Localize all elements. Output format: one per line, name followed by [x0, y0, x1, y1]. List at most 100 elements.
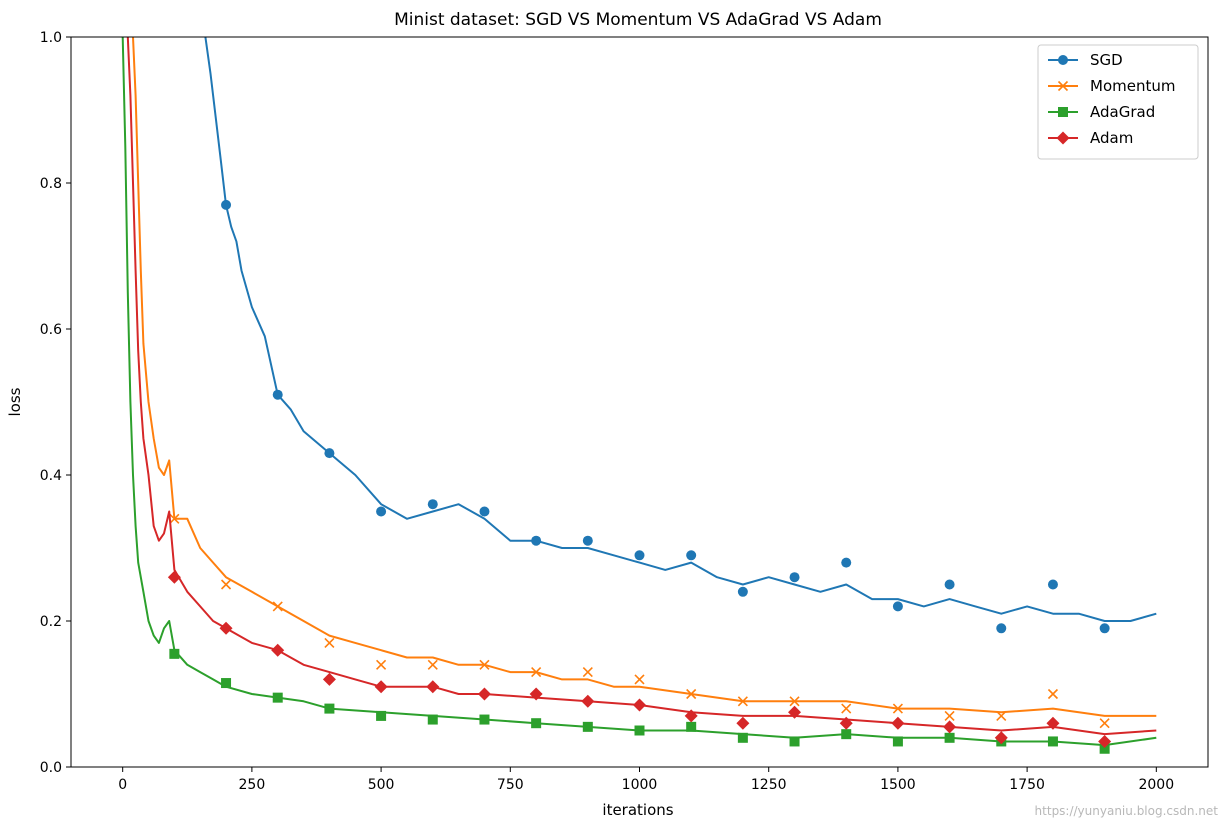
series-marker-adagrad — [686, 721, 697, 732]
series-adam — [126, 37, 1157, 748]
series-marker-adam — [529, 687, 543, 701]
series-marker-momentum — [272, 601, 283, 612]
series-marker-adam — [943, 720, 957, 734]
series-marker-sgd — [892, 601, 903, 612]
x-tick-label: 750 — [497, 777, 524, 793]
x-tick-label: 0 — [118, 777, 127, 793]
series-marker-adam — [219, 621, 233, 635]
series-marker-sgd — [789, 572, 800, 583]
legend-label-adagrad: AdaGrad — [1090, 103, 1155, 121]
x-tick-label: 2000 — [1138, 777, 1174, 793]
series-marker-momentum — [531, 667, 542, 678]
series-marker-adagrad — [479, 714, 490, 725]
series-marker-sgd — [376, 506, 387, 517]
series-marker-adagrad — [892, 736, 903, 747]
series-marker-sgd — [324, 448, 335, 459]
series-line-sgd — [204, 37, 1157, 622]
series-marker-adagrad — [1047, 736, 1058, 747]
series-momentum — [132, 37, 1157, 729]
x-tick-label: 1500 — [880, 777, 916, 793]
legend-item-adam: Adam — [1048, 129, 1133, 147]
series-marker-adam — [1098, 734, 1112, 748]
series-marker-sgd — [531, 535, 542, 546]
series-marker-adam — [788, 705, 802, 719]
legend-label-sgd: SGD — [1090, 51, 1123, 69]
series-marker-adam — [736, 716, 750, 730]
series-marker-momentum — [582, 667, 593, 678]
legend-item-momentum: Momentum — [1048, 77, 1175, 95]
series-marker-adam — [633, 698, 646, 712]
series-marker-adam — [994, 731, 1008, 745]
x-tick-label: 1000 — [622, 777, 658, 793]
legend-marker-momentum — [1057, 80, 1069, 92]
series-marker-adagrad — [634, 725, 645, 736]
series-marker-momentum — [479, 659, 490, 670]
series-marker-sgd — [221, 199, 232, 210]
series-marker-momentum — [1099, 718, 1110, 729]
series-marker-momentum — [376, 659, 387, 670]
series-marker-adam — [374, 680, 388, 694]
series-marker-sgd — [686, 550, 697, 561]
series-marker-momentum — [169, 513, 180, 524]
x-tick-label: 1250 — [751, 777, 787, 793]
series-line-adagrad — [121, 37, 1157, 747]
series-marker-sgd — [841, 557, 852, 568]
series-marker-sgd — [427, 499, 438, 510]
series-marker-adam — [839, 716, 853, 730]
y-tick-label: 0.6 — [40, 322, 62, 338]
series-marker-adam — [271, 643, 285, 657]
series-marker-momentum — [686, 688, 697, 700]
series-marker-momentum — [324, 637, 335, 648]
series-line-adam — [126, 37, 1157, 736]
series-marker-adagrad — [789, 736, 800, 747]
series-marker-adagrad — [531, 718, 542, 729]
series-adagrad — [121, 37, 1157, 754]
series-marker-adam — [581, 694, 595, 708]
y-tick-label: 0.8 — [40, 176, 62, 192]
series-marker-momentum — [737, 696, 748, 707]
series-marker-sgd — [737, 586, 748, 597]
series-marker-adagrad — [221, 678, 232, 689]
x-axis-ticks: 0 250 500 750 1000 1250 1500 1750 2000 — [118, 767, 1174, 793]
legend-marker-adagrad — [1058, 107, 1068, 117]
x-tick-label: 250 — [239, 777, 266, 793]
series-marker-sgd — [944, 579, 955, 590]
legend-marker-adam — [1056, 131, 1070, 145]
series-marker-momentum — [841, 703, 852, 714]
series-marker-adam — [167, 570, 181, 584]
chart-title: Minist dataset: SGD VS Momentum VS AdaGr… — [394, 10, 882, 30]
x-axis-label: iterations — [602, 801, 673, 819]
legend-marker-sgd — [1058, 55, 1068, 65]
series-marker-sgd — [634, 550, 645, 561]
series-marker-sgd — [1047, 579, 1058, 590]
legend-item-adagrad: AdaGrad — [1048, 103, 1155, 121]
series-marker-momentum — [944, 710, 955, 721]
y-axis-ticks: 0.0 0.2 0.4 0.6 0.8 1.0 — [40, 30, 71, 776]
series-marker-momentum — [892, 703, 903, 714]
series-marker-adagrad — [582, 721, 593, 732]
series-line-momentum — [132, 37, 1157, 717]
series-marker-momentum — [220, 579, 232, 590]
legend-label-adam: Adam — [1090, 129, 1133, 147]
series-layer — [121, 37, 1157, 754]
series-marker-adagrad — [324, 703, 335, 714]
series-marker-adam — [1046, 716, 1060, 730]
series-marker-adagrad — [944, 732, 955, 743]
series-marker-sgd — [272, 389, 283, 400]
legend: SGD Momentum AdaGrad Adam — [1037, 44, 1199, 160]
series-marker-adagrad — [841, 729, 852, 740]
series-marker-momentum — [996, 710, 1007, 721]
series-marker-adagrad — [376, 710, 387, 721]
x-tick-label: 1750 — [1009, 777, 1045, 793]
y-tick-label: 0.4 — [40, 468, 62, 484]
y-tick-label: 1.0 — [40, 30, 62, 46]
series-marker-sgd — [1099, 623, 1110, 634]
y-axis-label: loss — [6, 387, 24, 416]
series-marker-momentum — [789, 696, 800, 707]
series-marker-sgd — [996, 623, 1007, 634]
series-marker-adam — [426, 680, 440, 694]
legend-item-sgd: SGD — [1048, 51, 1123, 69]
series-marker-adam — [322, 672, 336, 686]
